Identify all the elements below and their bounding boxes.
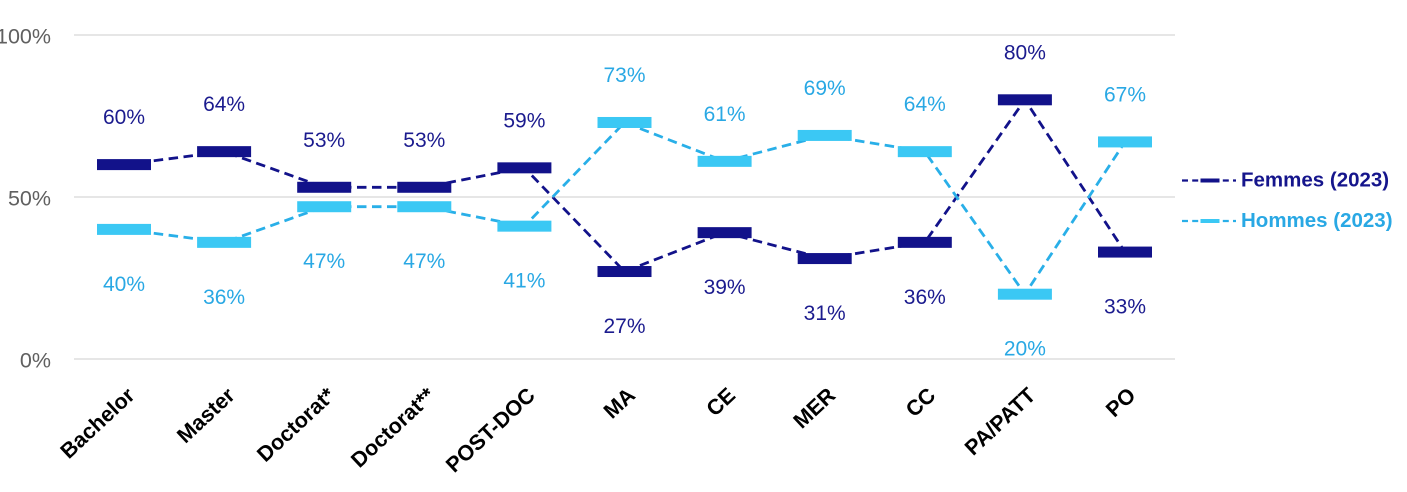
svg-text:CE: CE bbox=[702, 383, 740, 421]
svg-text:64%: 64% bbox=[203, 93, 245, 116]
svg-text:Doctorat**: Doctorat** bbox=[346, 383, 440, 473]
svg-text:39%: 39% bbox=[704, 276, 746, 299]
svg-text:CC: CC bbox=[901, 383, 940, 422]
svg-text:69%: 69% bbox=[804, 77, 846, 100]
svg-text:Hommes (2023): Hommes (2023) bbox=[1241, 209, 1393, 232]
svg-text:53%: 53% bbox=[403, 129, 445, 152]
svg-text:36%: 36% bbox=[904, 286, 946, 309]
svg-text:0%: 0% bbox=[20, 349, 51, 373]
svg-text:POST-DOC: POST-DOC bbox=[441, 383, 539, 477]
svg-text:100%: 100% bbox=[0, 25, 51, 49]
svg-text:Master: Master bbox=[172, 383, 240, 448]
svg-text:50%: 50% bbox=[8, 187, 51, 211]
svg-text:67%: 67% bbox=[1104, 83, 1146, 106]
svg-text:41%: 41% bbox=[503, 270, 545, 293]
svg-text:Bachelor: Bachelor bbox=[56, 383, 140, 464]
svg-text:MER: MER bbox=[789, 383, 841, 433]
svg-text:80%: 80% bbox=[1004, 41, 1046, 64]
svg-text:MA: MA bbox=[599, 383, 640, 423]
svg-text:40%: 40% bbox=[103, 273, 145, 296]
svg-text:31%: 31% bbox=[804, 302, 846, 325]
svg-text:53%: 53% bbox=[303, 129, 345, 152]
svg-text:Doctorat*: Doctorat* bbox=[252, 383, 340, 467]
svg-text:PA/PATT: PA/PATT bbox=[960, 383, 1040, 460]
svg-text:33%: 33% bbox=[1104, 296, 1146, 319]
svg-text:36%: 36% bbox=[203, 286, 245, 309]
svg-text:47%: 47% bbox=[303, 250, 345, 273]
svg-text:PO: PO bbox=[1101, 383, 1140, 422]
svg-text:59%: 59% bbox=[503, 109, 545, 132]
svg-text:Femmes (2023): Femmes (2023) bbox=[1241, 169, 1389, 192]
svg-text:20%: 20% bbox=[1004, 338, 1046, 361]
svg-text:47%: 47% bbox=[403, 250, 445, 273]
svg-text:60%: 60% bbox=[103, 106, 145, 129]
svg-text:73%: 73% bbox=[603, 64, 645, 87]
svg-text:61%: 61% bbox=[704, 103, 746, 126]
svg-text:64%: 64% bbox=[904, 93, 946, 116]
svg-text:27%: 27% bbox=[603, 315, 645, 338]
